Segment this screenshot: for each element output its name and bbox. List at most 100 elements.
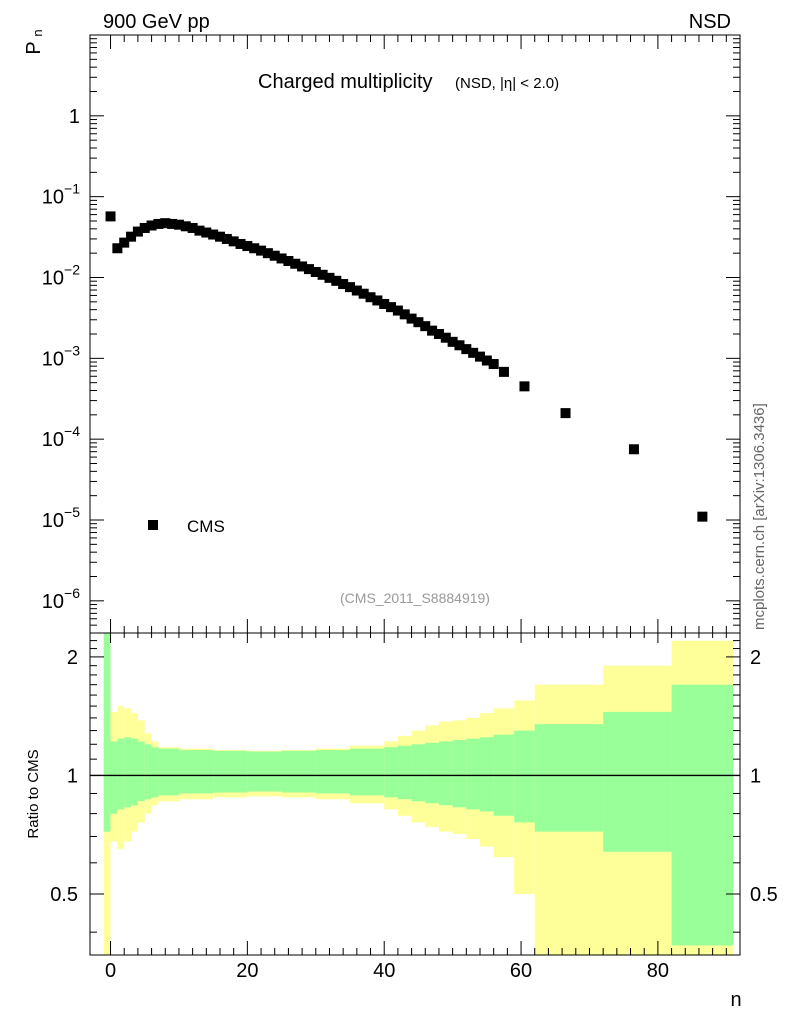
data-point xyxy=(310,266,321,277)
data-point xyxy=(256,245,267,256)
data-point xyxy=(153,218,164,229)
uncertainty-band-green xyxy=(603,711,672,852)
uncertainty-band-green xyxy=(117,738,125,810)
data-point xyxy=(351,285,362,296)
uncertainty-band-green xyxy=(534,724,604,832)
uncertainty-band-green xyxy=(438,741,453,806)
x-axis-label: n xyxy=(730,989,741,1011)
data-point xyxy=(406,313,417,324)
data-point xyxy=(173,219,184,230)
data-point xyxy=(365,292,376,303)
data-point xyxy=(180,221,191,232)
uncertainty-band-green xyxy=(281,750,316,793)
data-point xyxy=(427,325,438,336)
uncertainty-band-green xyxy=(151,747,159,798)
data-point xyxy=(235,238,246,249)
data-point xyxy=(262,248,273,259)
data-point xyxy=(215,231,225,242)
ratio-bands xyxy=(90,633,740,955)
x-tick-label: 20 xyxy=(236,960,258,982)
data-point xyxy=(194,225,205,236)
ratio-y-tick-label-right: 2 xyxy=(750,647,761,669)
y-tick-exponent: −2 xyxy=(64,261,80,277)
ratio-ticks: 0.5 0.51 12 20 20 40 60 80 xyxy=(50,633,778,982)
process-label: NSD xyxy=(689,11,731,33)
ratio-y-axis-label: Ratio to CMS xyxy=(25,749,42,838)
chart-title: Charged multiplicity xyxy=(258,71,433,93)
data-point xyxy=(201,227,212,238)
data-point xyxy=(481,355,492,366)
y-tick-exponent: −6 xyxy=(64,585,80,601)
data-point xyxy=(461,344,472,355)
data-point xyxy=(324,272,335,283)
data-point xyxy=(283,256,294,267)
main-panel: 10 −610 −510 −410 −310 −210 −11 Charged multip… xyxy=(23,29,741,634)
legend-label: CMS xyxy=(187,517,225,536)
data-point xyxy=(139,222,150,233)
data-point xyxy=(697,511,708,522)
data-point xyxy=(112,243,123,254)
uncertainty-band-green xyxy=(350,748,385,796)
x-tick-label: 0 xyxy=(105,960,116,982)
data-point xyxy=(454,340,465,351)
uncertainty-band-green xyxy=(103,633,111,832)
ratio-y-tick-label: 1 xyxy=(67,765,78,787)
data-point xyxy=(560,408,571,419)
ratio-panel: 0.5 0.51 12 20 20 40 60 80 Ratio to CMS n xyxy=(25,632,778,1011)
data-point xyxy=(167,218,178,229)
data-point xyxy=(317,269,328,280)
y-tick-label: 10 xyxy=(42,510,64,532)
data-point xyxy=(126,231,137,242)
x-tick-label: 80 xyxy=(647,960,669,982)
uncertainty-band-green xyxy=(425,742,439,804)
data-point xyxy=(221,233,232,244)
data-point xyxy=(413,317,424,328)
ratio-y-tick-label: 2 xyxy=(67,647,78,669)
data-point xyxy=(433,329,444,339)
uncertainty-band-green xyxy=(671,684,734,946)
data-point xyxy=(146,220,157,231)
y-axis-label-subscript: n xyxy=(30,29,45,36)
uncertainty-band-green xyxy=(397,745,412,800)
uncertainty-band-green xyxy=(514,730,535,823)
data-point xyxy=(386,302,397,313)
data-point xyxy=(379,299,390,310)
uncertainty-band-green xyxy=(480,737,494,812)
data-point xyxy=(338,279,349,290)
data-point xyxy=(488,359,499,370)
analysis-watermark: (CMS_2011_S8884919) xyxy=(340,590,490,606)
uncertainty-band-green xyxy=(137,741,145,802)
data-point xyxy=(119,237,130,248)
y-tick-exponent: −3 xyxy=(64,342,80,358)
energy-label: 900 GeV pp xyxy=(103,11,210,33)
data-point xyxy=(392,305,403,316)
uncertainty-band-green xyxy=(452,740,467,808)
side-credit: mcplots.cern.ch [arXiv:1306.3436] xyxy=(751,403,768,630)
data-point xyxy=(628,444,639,455)
data-point xyxy=(242,241,253,252)
main-frame xyxy=(89,34,741,634)
main-marks xyxy=(105,211,708,522)
x-tick-label: 40 xyxy=(373,960,395,982)
data-point xyxy=(345,282,355,293)
data-point xyxy=(249,243,260,254)
y-tick-label: 10 xyxy=(42,348,64,370)
y-tick-exponent: −4 xyxy=(64,423,80,439)
uncertainty-band-green xyxy=(178,750,214,794)
legend-marker xyxy=(148,520,158,530)
data-point xyxy=(187,222,198,233)
uncertainty-band-green xyxy=(110,741,118,814)
ratio-y-tick-label-right: 0.5 xyxy=(750,884,778,906)
data-point xyxy=(290,258,301,269)
uncertainty-band-green xyxy=(384,747,398,798)
data-point xyxy=(468,347,479,358)
y-tick-exponent: −5 xyxy=(64,504,80,520)
data-point xyxy=(105,211,116,222)
ratio-frame xyxy=(89,632,741,956)
data-point xyxy=(475,351,485,362)
data-point xyxy=(358,288,369,299)
uncertainty-band-green xyxy=(144,744,152,800)
data-point xyxy=(269,250,280,261)
x-tick-label: 60 xyxy=(510,960,532,982)
y-tick-label: 10 xyxy=(42,187,64,209)
